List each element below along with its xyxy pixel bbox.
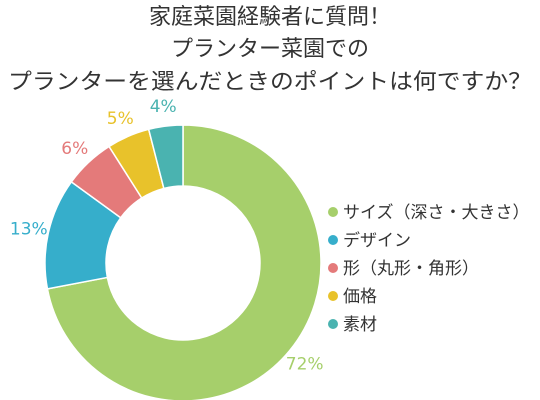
- slice-5: [147, 124, 184, 190]
- legend-label-1: サイズ（深さ・大きさ）: [343, 203, 530, 223]
- legend-marker-4: [328, 291, 338, 301]
- slice-4-value-label: 5%: [107, 109, 134, 129]
- legend-marker-2: [328, 235, 338, 245]
- legend-marker-1: [328, 207, 338, 217]
- slice-1-value-label: 72%: [286, 355, 324, 375]
- legend-label-4: 価格: [343, 287, 377, 307]
- slice-5-value-label: 4%: [150, 97, 177, 117]
- chart-title: 家庭菜園経験者に質問！ プランター菜園での プランターを選んだときのポイントは何…: [8, 5, 532, 95]
- legend-marker-5: [328, 319, 338, 329]
- slice-2-value-label: 13%: [10, 220, 48, 240]
- legend-label-2: デザイン: [343, 230, 411, 251]
- legend-label-5: 素材: [343, 315, 377, 335]
- title-line-1: 家庭菜園経験者に質問！: [149, 5, 391, 30]
- legend-marker-3: [328, 263, 338, 273]
- value-labels-group: 72% 13% 6% 5% 4%: [10, 97, 324, 375]
- title-line-3: プランターを選んだときのポイントは何ですか？: [8, 70, 532, 95]
- slice-1: [46, 124, 322, 400]
- slices-group: [44, 124, 322, 400]
- slice-3-value-label: 6%: [61, 139, 88, 159]
- legend-label-3: 形（丸形・角形）: [343, 259, 479, 279]
- title-line-2: プランター菜園での: [171, 37, 369, 62]
